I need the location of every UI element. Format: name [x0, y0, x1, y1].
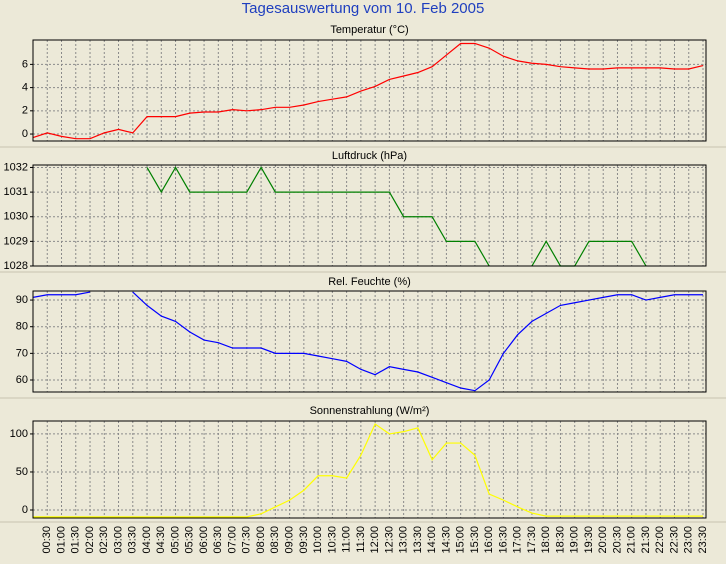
y-tick-label: 2: [22, 105, 28, 117]
x-tick-label: 01:00: [55, 526, 67, 554]
y-tick-label: 1028: [4, 260, 28, 272]
data-line: [33, 423, 703, 518]
x-tick-label: 20:30: [611, 526, 623, 554]
x-tick-label: 03:00: [112, 526, 124, 554]
y-tick-label: 1029: [4, 235, 28, 247]
x-tick-label: 17:30: [526, 526, 538, 554]
panel-title: Sonnenstrahlung (W/m²): [310, 405, 430, 417]
data-line: [32, 42, 704, 140]
x-tick-label: 06:00: [198, 526, 210, 554]
x-tick-label: 06:30: [212, 526, 224, 554]
y-tick-label: 4: [22, 82, 28, 94]
x-tick-label: 14:00: [426, 526, 438, 554]
x-tick-label: 23:00: [683, 526, 695, 554]
x-tick-label: 05:30: [184, 526, 196, 554]
plot-area: [33, 165, 706, 266]
x-tick-label: 19:00: [569, 526, 581, 554]
x-tick-label: 22:30: [668, 526, 680, 554]
y-tick-label: 100: [10, 428, 28, 440]
x-tick-label: 18:00: [540, 526, 552, 554]
x-tick-label: 15:00: [455, 526, 467, 554]
x-tick-label: 09:00: [284, 526, 296, 554]
y-tick-label: 80: [16, 321, 28, 333]
x-tick-label: 17:00: [512, 526, 524, 554]
x-tick-label: 21:00: [626, 526, 638, 554]
y-tick-label: 6: [22, 58, 28, 70]
x-tick-label: 03:30: [127, 526, 139, 554]
y-tick-label: 50: [16, 466, 28, 478]
x-tick-label: 16:30: [497, 526, 509, 554]
x-tick-label: 04:30: [155, 526, 167, 554]
x-tick-label: 12:30: [383, 526, 395, 554]
x-tick-label: 07:00: [226, 526, 238, 554]
x-tick-label: 21:30: [640, 526, 652, 554]
y-tick-label: 60: [16, 374, 28, 386]
y-tick-label: 70: [16, 347, 28, 359]
data-line: [146, 166, 647, 267]
y-tick-label: 1031: [4, 186, 28, 198]
x-tick-label: 10:00: [312, 526, 324, 554]
main-title: Tagesauswertung vom 10. Feb 2005: [242, 0, 485, 17]
y-tick-label: 90: [16, 294, 28, 306]
x-tick-label: 05:00: [169, 526, 181, 554]
x-tick-label: 11:30: [355, 526, 367, 553]
x-tick-label: 20:00: [597, 526, 609, 554]
panel-title: Luftdruck (hPa): [332, 150, 407, 162]
x-tick-label: 11:00: [341, 526, 353, 553]
y-tick-label: 1030: [4, 211, 28, 223]
x-tick-label: 00:30: [41, 526, 53, 554]
x-tick-label: 09:30: [298, 526, 310, 554]
panel-title: Rel. Feuchte (%): [328, 276, 411, 288]
x-tick-label: 14:30: [440, 526, 452, 554]
x-tick-label: 22:00: [654, 526, 666, 554]
x-tick-label: 01:30: [70, 526, 82, 554]
y-tick-label: 1032: [4, 161, 28, 173]
plot-area: [33, 40, 706, 141]
x-tick-label: 07:30: [241, 526, 253, 554]
x-tick-label: 02:00: [84, 526, 96, 554]
x-tick-label: 23:30: [697, 526, 709, 554]
x-tick-label: 13:30: [412, 526, 424, 554]
plot-border: [32, 420, 707, 519]
x-tick-label: 10:30: [326, 526, 338, 554]
x-tick-label: 12:00: [369, 526, 381, 554]
y-tick-label: 0: [22, 128, 28, 140]
x-tick-label: 16:00: [483, 526, 495, 554]
x-tick-label: 18:30: [554, 526, 566, 554]
panel-title: Temperatur (°C): [330, 24, 408, 36]
x-tick-label: 04:00: [141, 526, 153, 554]
plot-border: [32, 290, 707, 393]
x-tick-label: 15:30: [469, 526, 481, 554]
plot-border: [32, 39, 707, 142]
x-tick-label: 13:00: [398, 526, 410, 554]
data-line: [32, 291, 703, 392]
x-tick-label: 08:30: [269, 526, 281, 554]
x-tick-label: 02:30: [98, 526, 110, 554]
plot-border: [32, 164, 707, 267]
plot-area: [33, 291, 706, 392]
x-tick-label: 08:00: [255, 526, 267, 554]
x-tick-label: 19:30: [583, 526, 595, 554]
y-tick-label: 0: [22, 504, 28, 516]
